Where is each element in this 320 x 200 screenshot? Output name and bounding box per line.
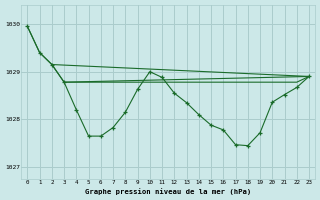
- X-axis label: Graphe pression niveau de la mer (hPa): Graphe pression niveau de la mer (hPa): [85, 188, 251, 195]
